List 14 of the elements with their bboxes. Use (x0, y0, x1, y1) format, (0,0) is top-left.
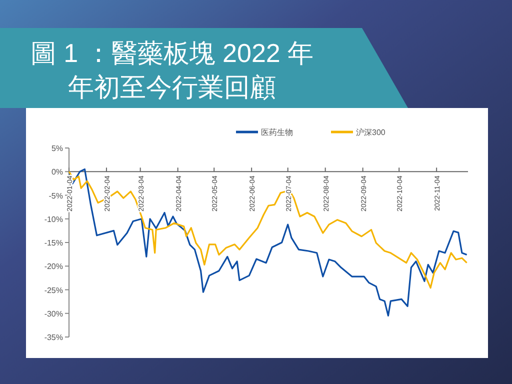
y-tick-label: -30% (44, 309, 63, 318)
y-tick-label: 0% (51, 168, 63, 177)
legend-label: 医药生物 (261, 128, 293, 137)
y-tick-label: 5% (51, 144, 63, 153)
chart-title: 圖 1 ：醫藥板塊 2022 年年初至今行業回顧 (30, 38, 314, 102)
line-series (68, 168, 468, 317)
y-tick-label: -5% (48, 191, 63, 200)
y-tick-label: -10% (44, 214, 63, 224)
legend-label: 沪深300 (356, 128, 386, 137)
line-series (68, 170, 468, 289)
y-tick-label: -15% (44, 238, 63, 248)
y-tick-label: -20% (44, 262, 63, 272)
y-tick-label: -25% (44, 286, 63, 295)
y-tick-label: -35% (44, 333, 63, 342)
